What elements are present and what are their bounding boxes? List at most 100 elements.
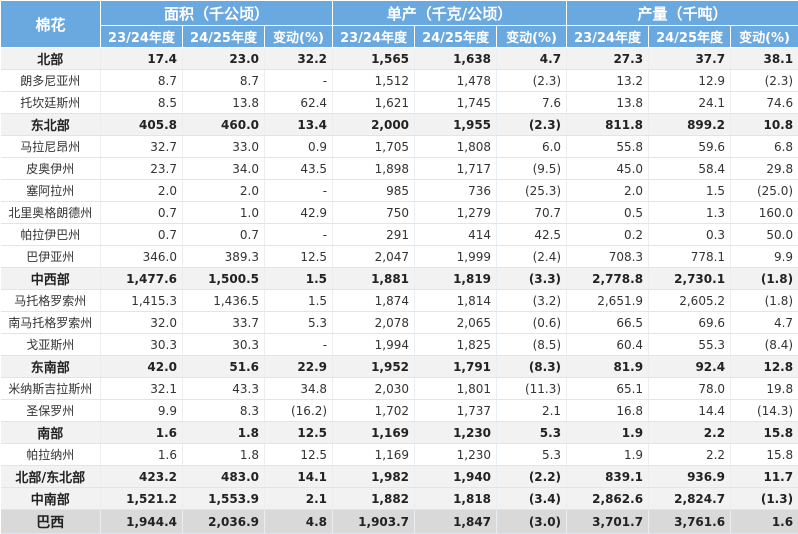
- yield-2425-cell: 1,814: [415, 290, 497, 312]
- area-2324-cell: 2.0: [101, 180, 183, 202]
- production-2324-cell: 1.9: [567, 422, 649, 444]
- area-2324-cell: 32.0: [101, 312, 183, 334]
- yield-2425-cell: 1,230: [415, 422, 497, 444]
- area-2324-cell: 405.8: [101, 114, 183, 136]
- yield-2425-cell: 1,819: [415, 268, 497, 290]
- production-2425-cell: 2.2: [649, 422, 731, 444]
- production-2425-cell: 69.6: [649, 312, 731, 334]
- area-2425-cell: 33.0: [183, 136, 265, 158]
- production-2324-cell: 60.4: [567, 334, 649, 356]
- production-2425-cell: 37.7: [649, 48, 731, 70]
- yield-2425-cell: 1,791: [415, 356, 497, 378]
- area-2425-header: 24/25年度: [183, 26, 265, 48]
- region-name-cell: 帕拉纳州: [1, 444, 101, 466]
- region-name-cell: 北里奥格朗德州: [1, 202, 101, 224]
- yield-2425-cell: 1,745: [415, 92, 497, 114]
- production-change-cell: 74.6: [731, 92, 798, 114]
- area-2425-cell: 8.3: [183, 400, 265, 422]
- production-2324-cell: 839.1: [567, 466, 649, 488]
- production-2324-cell: 708.3: [567, 246, 649, 268]
- area-2324-cell: 1,415.3: [101, 290, 183, 312]
- total-region-name-cell: 巴西: [1, 510, 101, 534]
- yield-2324-cell: 750: [333, 202, 415, 224]
- yield-change-cell: 5.3: [497, 444, 567, 466]
- yield-2425-cell: 1,279: [415, 202, 497, 224]
- yield-change-cell: (3.3): [497, 268, 567, 290]
- area-2324-cell: 1.6: [101, 444, 183, 466]
- production-change-cell: 160.0: [731, 202, 798, 224]
- production-change-cell: (14.3): [731, 400, 798, 422]
- production-2425-cell: 1.5: [649, 180, 731, 202]
- production-2324-cell: 811.8: [567, 114, 649, 136]
- yield-change-cell: (0.6): [497, 312, 567, 334]
- region-name-cell: 塞阿拉州: [1, 180, 101, 202]
- production-change-cell: 15.8: [731, 422, 798, 444]
- header-sub-row: 23/24年度 24/25年度 变动(%) 23/24年度 24/25年度 变动…: [1, 26, 798, 48]
- total-production-2425-cell: 3,761.6: [649, 510, 731, 534]
- production-2324-cell: 2,862.6: [567, 488, 649, 510]
- area-2425-cell: 1.0: [183, 202, 265, 224]
- yield-2425-cell: 1,801: [415, 378, 497, 400]
- production-2425-cell: 0.3: [649, 224, 731, 246]
- production-change-cell: 15.8: [731, 444, 798, 466]
- yield-change-cell: (11.3): [497, 378, 567, 400]
- area-change-cell: 1.5: [265, 268, 333, 290]
- yield-2324-cell: 1,952: [333, 356, 415, 378]
- yield-2425-cell: 1,955: [415, 114, 497, 136]
- area-2425-cell: 0.7: [183, 224, 265, 246]
- production-change-cell: 19.8: [731, 378, 798, 400]
- total-production-2324-cell: 3,701.7: [567, 510, 649, 534]
- production-2425-cell: 899.2: [649, 114, 731, 136]
- area-change-cell: 22.9: [265, 356, 333, 378]
- yield-2324-header: 23/24年度: [333, 26, 415, 48]
- area-2425-cell: 13.8: [183, 92, 265, 114]
- yield-2425-cell: 1,478: [415, 70, 497, 92]
- area-2324-cell: 42.0: [101, 356, 183, 378]
- yield-change-cell: (3.2): [497, 290, 567, 312]
- area-2324-cell: 32.7: [101, 136, 183, 158]
- area-change-header: 变动(%): [265, 26, 333, 48]
- production-change-cell: (1.8): [731, 268, 798, 290]
- region-name-cell: 马拉尼昂州: [1, 136, 101, 158]
- yield-2425-cell: 414: [415, 224, 497, 246]
- area-change-cell: 12.5: [265, 422, 333, 444]
- production-2324-cell: 66.5: [567, 312, 649, 334]
- yield-2425-cell: 1,999: [415, 246, 497, 268]
- production-change-cell: (25.0): [731, 180, 798, 202]
- region-name-cell: 南马托格罗索州: [1, 312, 101, 334]
- region-name-cell: 托坎廷斯州: [1, 92, 101, 114]
- area-change-cell: 2.1: [265, 488, 333, 510]
- yield-2425-cell: 1,825: [415, 334, 497, 356]
- yield-change-cell: (25.3): [497, 180, 567, 202]
- region-name-cell: 朗多尼亚州: [1, 70, 101, 92]
- region-name-cell: 戈亚斯州: [1, 334, 101, 356]
- yield-change-cell: 4.7: [497, 48, 567, 70]
- yield-2425-cell: 1,808: [415, 136, 497, 158]
- area-2425-cell: 8.7: [183, 70, 265, 92]
- yield-2425-cell: 1,818: [415, 488, 497, 510]
- yield-2324-cell: 2,078: [333, 312, 415, 334]
- yield-2425-cell: 2,065: [415, 312, 497, 334]
- yield-change-cell: (8.5): [497, 334, 567, 356]
- yield-2324-cell: 2,030: [333, 378, 415, 400]
- total-yield-2324-cell: 1,903.7: [333, 510, 415, 534]
- area-2324-cell: 17.4: [101, 48, 183, 70]
- area-2324-cell: 1.6: [101, 422, 183, 444]
- production-2425-cell: 59.6: [649, 136, 731, 158]
- area-2425-cell: 34.0: [183, 158, 265, 180]
- yield-change-header: 变动(%): [497, 26, 567, 48]
- yield-2324-cell: 291: [333, 224, 415, 246]
- area-2425-cell: 30.3: [183, 334, 265, 356]
- region-name-cell: 马托格罗索州: [1, 290, 101, 312]
- yield-2324-cell: 985: [333, 180, 415, 202]
